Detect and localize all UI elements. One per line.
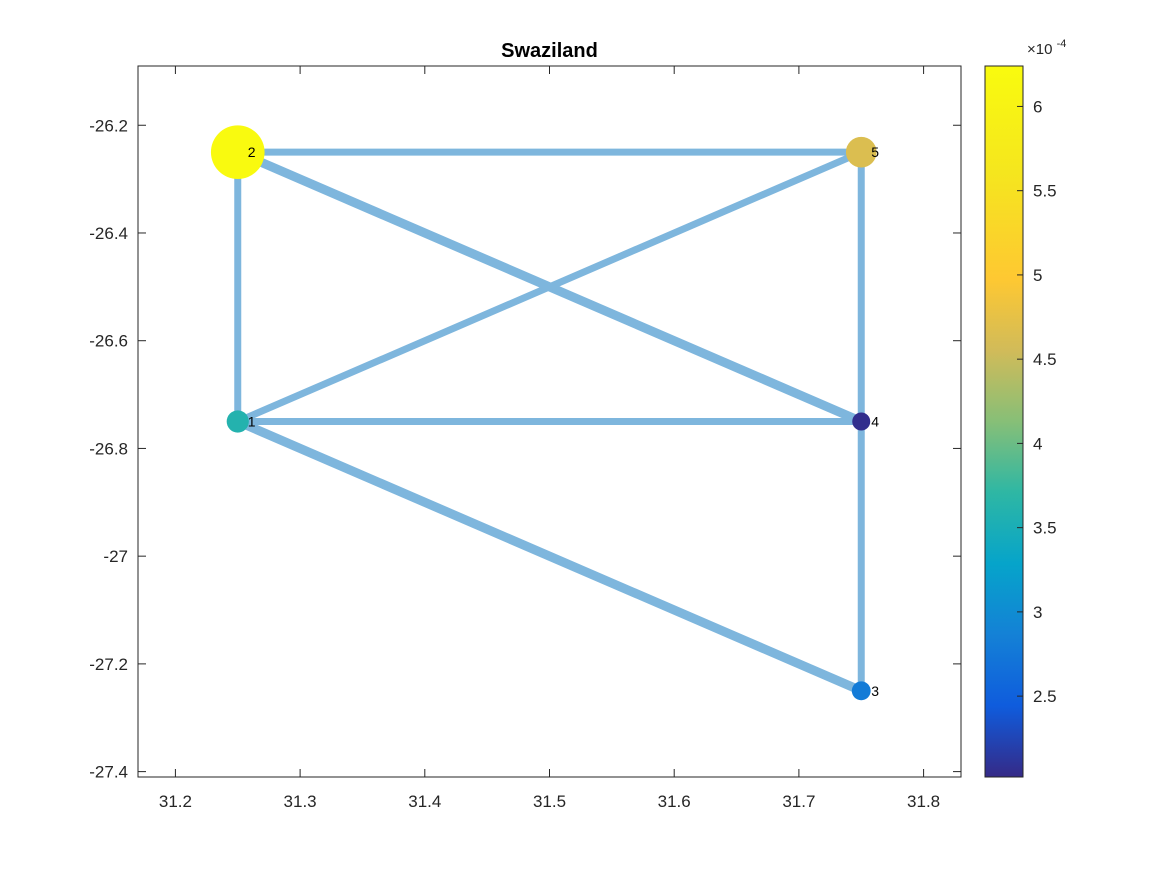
- colorbar-tick-label: 3: [1033, 603, 1042, 622]
- node-3: [851, 681, 871, 701]
- x-tick-label: 31.4: [408, 792, 441, 811]
- node-label-4: 4: [871, 414, 879, 430]
- colorbar-exponent: -4: [1057, 38, 1067, 50]
- chart-title: Swaziland: [501, 40, 598, 62]
- y-tick-label: -26.8: [89, 439, 128, 458]
- colorbar-gradient: [985, 66, 1023, 777]
- edge-1-3: [235, 417, 864, 695]
- y-tick-label: -27.4: [89, 763, 128, 782]
- node-1: [226, 410, 249, 433]
- x-tick-label: 31.8: [907, 792, 940, 811]
- x-tick-label: 31.7: [782, 792, 815, 811]
- colorbar-tick-label: 2.5: [1033, 687, 1057, 706]
- colorbar: 2.5 3 3.5 4 4.5 5 5.5 6 ×10 -4: [984, 38, 1066, 778]
- node-label-2: 2: [248, 144, 256, 160]
- node-5: [845, 136, 877, 168]
- y-tick-label: -26.2: [89, 116, 128, 135]
- y-tick-label: -26.6: [89, 332, 128, 351]
- node-2: [210, 125, 265, 179]
- colorbar-tick-label: 5: [1033, 266, 1042, 285]
- colorbar-tick-label: 3.5: [1033, 519, 1057, 538]
- x-axis: 31.2 31.3 31.4 31.5 31.6 31.7 31.8: [159, 66, 940, 811]
- colorbar-multiplier: ×10 -4: [1027, 38, 1066, 58]
- node-layer: [210, 125, 877, 701]
- node-label-layer: 1 2 3 4 5: [248, 144, 879, 699]
- node-label-5: 5: [871, 144, 879, 160]
- y-tick-label: -27: [103, 547, 128, 566]
- x-tick-label: 31.3: [284, 792, 317, 811]
- edge-1-5: [236, 148, 863, 425]
- y-tick-label: -27.2: [89, 655, 128, 674]
- x-tick-label: 31.5: [533, 792, 566, 811]
- y-axis: -26.2 -26.4 -26.6 -26.8 -27 -27.2 -27.4: [89, 116, 961, 782]
- edge-layer: [234, 148, 865, 695]
- y-tick-label: -26.4: [89, 224, 128, 243]
- x-tick-label: 31.2: [159, 792, 192, 811]
- x-tick-label: 31.6: [658, 792, 691, 811]
- colorbar-tick-label: 5.5: [1033, 182, 1057, 201]
- colorbar-tick-label: 4.5: [1033, 350, 1057, 369]
- colorbar-tick-label: 4: [1033, 434, 1042, 453]
- colorbar-ticks: 2.5 3 3.5 4 4.5 5 5.5 6: [1017, 97, 1057, 706]
- node-label-1: 1: [248, 414, 256, 430]
- node-label-3: 3: [871, 683, 879, 699]
- node-4: [852, 412, 871, 431]
- colorbar-tick-label: 6: [1033, 97, 1042, 116]
- colorbar-box: [984, 65, 1024, 778]
